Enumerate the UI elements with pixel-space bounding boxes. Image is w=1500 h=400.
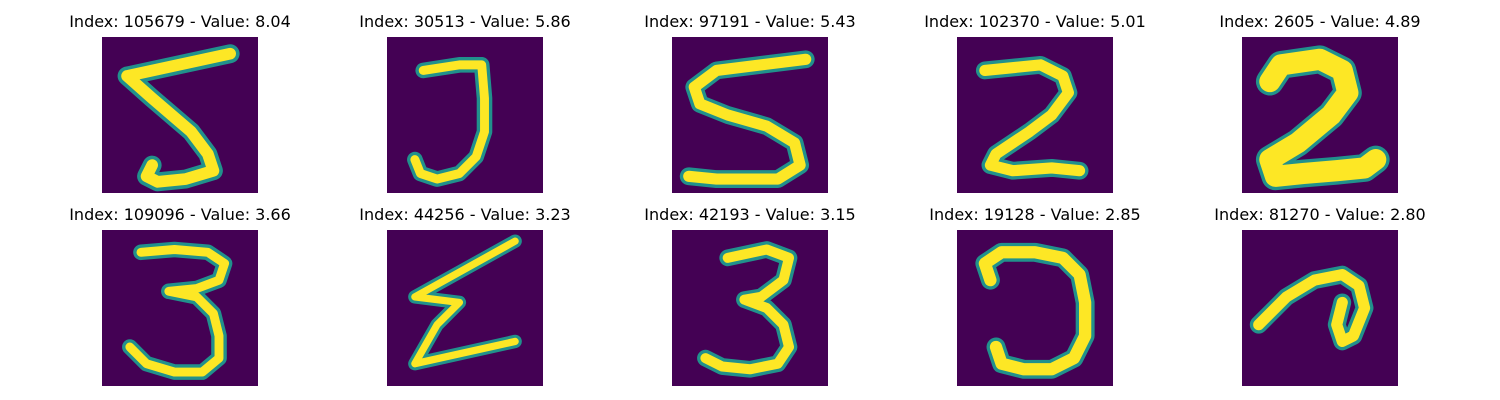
digit-image [672,37,828,193]
panel-title: Index: 2605 - Value: 4.89 [1219,12,1421,31]
panel-title: Index: 81270 - Value: 2.80 [1214,205,1426,224]
panel-title: Index: 44256 - Value: 3.23 [359,205,571,224]
digit-image [387,230,543,386]
digit-image [957,37,1113,193]
digit-image [1242,37,1398,193]
panel-title: Index: 109096 - Value: 3.66 [69,205,291,224]
panel-title: Index: 42193 - Value: 3.15 [644,205,856,224]
digit-image [672,230,828,386]
digit-image [1242,230,1398,386]
digit-image [102,230,258,386]
digit-image [387,37,543,193]
panel-title: Index: 19128 - Value: 2.85 [929,205,1141,224]
panel-title: Index: 97191 - Value: 5.43 [644,12,856,31]
panel-title: Index: 105679 - Value: 8.04 [69,12,291,31]
panel-title: Index: 102370 - Value: 5.01 [924,12,1146,31]
digit-image [957,230,1113,386]
digit-image [102,37,258,193]
panel-title: Index: 30513 - Value: 5.86 [359,12,571,31]
